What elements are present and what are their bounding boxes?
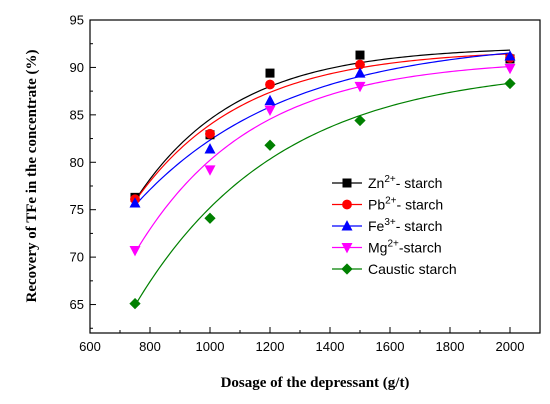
legend-label-main: Fe [368, 218, 385, 234]
legend-marker [343, 179, 351, 187]
data-point [265, 95, 275, 104]
legend-label-rest: -starch [399, 240, 442, 256]
x-tick-label: 1800 [436, 339, 465, 354]
x-tick-label: 1200 [256, 339, 285, 354]
legend-entry-0: Zn2+- starch [368, 174, 442, 191]
data-point [265, 140, 275, 150]
legend-label-main: Caustic starch [368, 261, 457, 277]
series-line-3 [135, 67, 510, 253]
x-tick-label: 1400 [316, 339, 345, 354]
legend-label-main: Mg [368, 240, 387, 256]
y-tick-label: 85 [70, 107, 84, 122]
legend-entry-2: Fe3+- starch [368, 217, 442, 234]
data-point [205, 213, 215, 223]
x-tick-label: 1600 [376, 339, 405, 354]
legend-marker [342, 264, 352, 274]
data-point [130, 246, 140, 255]
legend-entry-3: Mg2+-starch [368, 239, 442, 256]
legend-label-superscript: 2+ [385, 196, 397, 207]
data-point [205, 129, 214, 138]
x-tick-label: 600 [79, 339, 101, 354]
x-tick-label: 2000 [496, 339, 525, 354]
data-point [355, 68, 365, 77]
legend-label-rest: - starch [396, 175, 443, 191]
data-point [205, 144, 215, 153]
x-tick-label: 1000 [196, 339, 225, 354]
y-tick-label: 70 [70, 250, 84, 265]
legend-label-rest: - starch [397, 197, 444, 213]
legend-marker [342, 200, 351, 209]
data-point [265, 80, 274, 89]
legend-label-superscript: 3+ [384, 217, 396, 228]
data-point [205, 166, 215, 175]
y-tick-label: 95 [70, 13, 84, 28]
x-axis-title: Dosage of the depressant (g/t) [221, 375, 410, 391]
legend-label-main: Pb [368, 197, 385, 213]
legend-entry-4: Caustic starch [368, 261, 457, 277]
legend-label-superscript: 2+ [384, 174, 396, 185]
y-axis-title: Recovery of TFe in the concentrate (%) [24, 50, 40, 303]
series-line-1 [135, 54, 510, 201]
y-tick-label: 90 [70, 60, 84, 75]
y-tick-label: 65 [70, 297, 84, 312]
x-tick-label: 800 [139, 339, 161, 354]
legend-label-superscript: 2+ [387, 239, 399, 250]
data-point [265, 106, 275, 115]
legend-entry-1: Pb2+- starch [368, 196, 443, 213]
y-tick-label: 80 [70, 155, 84, 170]
series-markers [130, 51, 515, 309]
data-point [266, 69, 274, 77]
plot-frame [90, 20, 540, 333]
legend-label-main: Zn [368, 175, 384, 191]
y-tick-label: 75 [70, 202, 84, 217]
data-point [505, 64, 515, 73]
data-point [356, 51, 364, 59]
data-point [505, 78, 515, 88]
legend-label-rest: - starch [396, 218, 443, 234]
